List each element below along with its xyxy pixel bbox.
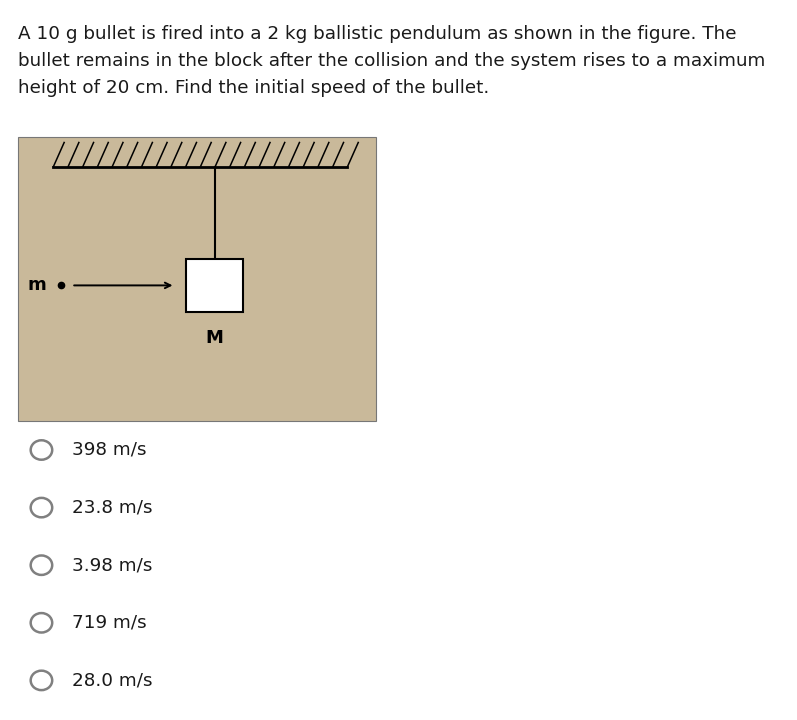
- Text: 719 m/s: 719 m/s: [72, 613, 147, 632]
- Bar: [186, 259, 244, 312]
- Bar: [18, 137, 376, 421]
- Text: 398 m/s: 398 m/s: [72, 441, 147, 459]
- Text: m: m: [27, 276, 46, 294]
- Text: A 10 g bullet is fired into a 2 kg ballistic pendulum as shown in the figure. Th: A 10 g bullet is fired into a 2 kg balli…: [18, 25, 765, 97]
- Text: 28.0 m/s: 28.0 m/s: [72, 671, 153, 690]
- Text: 23.8 m/s: 23.8 m/s: [72, 498, 153, 517]
- Text: M: M: [206, 329, 224, 347]
- Text: 3.98 m/s: 3.98 m/s: [72, 556, 152, 575]
